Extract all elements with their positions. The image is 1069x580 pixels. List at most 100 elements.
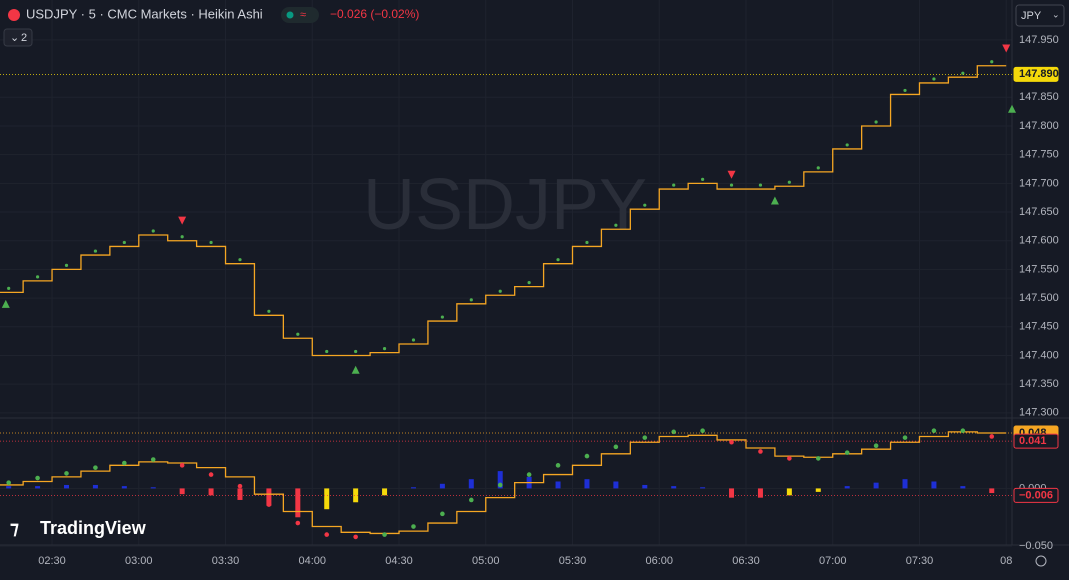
watermark: USDJPY — [363, 165, 647, 245]
status-dot — [286, 11, 294, 19]
signal-dot — [758, 449, 763, 454]
histogram-bar — [555, 481, 561, 489]
histogram-bar — [468, 479, 474, 489]
x-tick-label: 07:30 — [906, 555, 934, 567]
settings-icon[interactable] — [1035, 555, 1047, 567]
x-tick-label: 02:30 — [38, 555, 66, 567]
y-tick-label: 147.300 — [1019, 407, 1059, 419]
histogram-bar — [613, 481, 619, 489]
x-tick-label: 05:30 — [559, 555, 587, 567]
histogram-bar — [208, 488, 214, 496]
marker-dot — [787, 180, 791, 184]
y-tick-label: 147.650 — [1019, 206, 1059, 218]
value-tag-label: −0.006 — [1019, 489, 1053, 501]
y-tick-label: 147.850 — [1019, 91, 1059, 103]
y-tick-label: 147.750 — [1019, 149, 1059, 161]
marker-dot — [267, 309, 271, 313]
x-tick-label: 05:00 — [472, 555, 500, 567]
signal-dot — [989, 434, 995, 439]
signal-dot — [787, 456, 792, 461]
marker-dot — [556, 258, 560, 262]
sell-signal — [727, 170, 736, 179]
marker-dot — [498, 289, 502, 293]
buy-signal — [770, 196, 779, 205]
sell-signal — [178, 216, 187, 225]
value-tag — [1013, 433, 1059, 449]
y-tick-label: −0.050 — [1019, 540, 1053, 552]
value-tag — [1013, 487, 1059, 503]
signal-dot — [35, 475, 40, 481]
histogram-bar — [179, 488, 185, 495]
value-tag — [1013, 66, 1059, 82]
step-line — [0, 65, 1007, 357]
currency-label: JPY — [1021, 10, 1042, 22]
x-tick-label: 04:30 — [385, 555, 413, 567]
signal-dot — [150, 457, 156, 462]
x-tick-label: 03:30 — [212, 555, 240, 567]
histogram-bar — [902, 479, 908, 489]
signal-dot — [237, 483, 243, 489]
marker-dot — [643, 203, 647, 207]
signal-dot — [353, 534, 358, 540]
marker-dot — [35, 275, 40, 279]
signal-dot — [642, 435, 648, 440]
histogram-bar — [729, 488, 735, 498]
histogram-bar — [642, 484, 648, 489]
marker-dot — [382, 346, 387, 351]
signal-dot — [6, 480, 11, 485]
marker-dot — [874, 120, 878, 124]
histogram-bar — [295, 488, 301, 518]
histogram-bar — [700, 487, 706, 489]
grid — [0, 0, 1012, 546]
marker-dot — [585, 240, 589, 245]
y-tick-label: 147.800 — [1019, 120, 1059, 132]
marker-dot — [701, 177, 705, 181]
signal-dot — [497, 482, 503, 488]
signal-dot — [440, 511, 445, 517]
histogram-bar — [353, 488, 359, 503]
chevron: ⌄ — [10, 32, 19, 44]
indicators-count: 2 — [21, 32, 27, 44]
signal-dot — [324, 532, 330, 537]
brand: TradingView — [40, 518, 147, 538]
histogram-bar — [410, 487, 416, 489]
marker-dot — [469, 298, 473, 302]
marker-dot — [729, 183, 734, 187]
signal-dot — [526, 472, 532, 477]
y-tick-label: 147.450 — [1019, 321, 1059, 333]
value-tag-label: 147.890 — [1019, 68, 1059, 80]
y-tick-label: 147.500 — [1019, 292, 1059, 304]
histogram-bar — [64, 484, 70, 489]
y-tick-label: 147.350 — [1019, 378, 1059, 390]
marker-dot — [93, 249, 98, 253]
x-tick-label: 08 — [1000, 555, 1012, 567]
histogram-bar — [873, 482, 879, 489]
signal-dot — [411, 524, 416, 529]
signal-dot — [555, 463, 561, 468]
signal-dot — [64, 471, 69, 476]
marker-dot — [614, 223, 618, 227]
signal-dot — [179, 463, 185, 468]
currency-button[interactable] — [1015, 4, 1065, 27]
brand-logo: ⁊ — [10, 518, 19, 538]
buy-signal — [351, 365, 360, 374]
marker-dot — [209, 240, 213, 245]
x-tick-label: 03:00 — [125, 555, 153, 567]
signal-dot — [960, 428, 966, 433]
indicators-toggle[interactable] — [3, 28, 33, 47]
y-tick-label: 147.700 — [1019, 177, 1059, 189]
price-change: −0.026 (−0.02%) — [330, 7, 419, 21]
value-tag-label: 0.041 — [1019, 435, 1047, 447]
histogram-bar — [786, 488, 792, 496]
x-tick-label: 07:00 — [819, 555, 847, 567]
marker-dot — [990, 60, 994, 64]
histogram-bar — [960, 486, 966, 489]
x-tick-label: 06:00 — [645, 555, 673, 567]
signal-dot — [469, 497, 474, 503]
y-tick-label: 147.550 — [1019, 263, 1059, 275]
marker-dot — [411, 338, 416, 342]
currency-chevron: ⌄ — [1052, 9, 1060, 19]
y-tick-label: 147.400 — [1019, 349, 1059, 361]
marker-dot — [238, 258, 242, 262]
